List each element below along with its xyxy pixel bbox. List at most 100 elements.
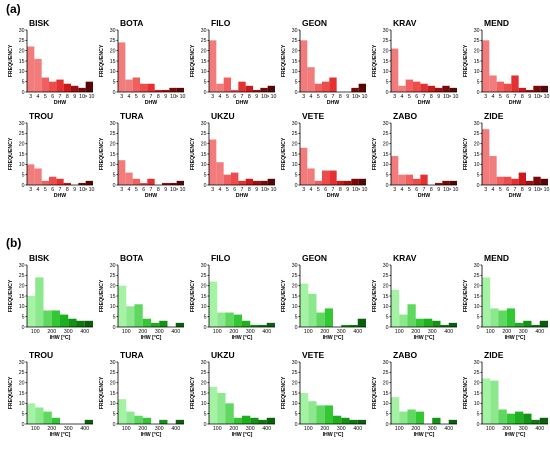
y-tick-label: 15 <box>201 59 207 65</box>
y-tick-label: 20 <box>383 141 389 147</box>
y-tick-label: 25 <box>474 273 480 279</box>
x-tick-label: 9 <box>346 187 349 193</box>
y-tick-label: 15 <box>383 294 389 300</box>
chart-title: TROU <box>29 111 53 121</box>
bar-250 <box>151 322 160 327</box>
bar->10 <box>85 180 93 185</box>
x-axis-label: DHW <box>236 100 248 106</box>
y-tick-label: 20 <box>110 48 116 54</box>
y-tick-label: 30 <box>110 121 116 127</box>
y-tick-label: 20 <box>110 141 116 147</box>
y-tick-label: 10 <box>383 401 389 407</box>
bar-8 <box>245 178 253 185</box>
y-tick-label: 5 <box>113 411 116 417</box>
bar-300 <box>159 320 168 327</box>
x-tick-label: 300 <box>337 329 346 335</box>
x-tick-label: 10 <box>261 187 267 193</box>
chart-krav-ihw: KRAV 100 200 300 400 0 5 10 15 20 25 30 IHW [°C] FREQ… <box>372 253 457 341</box>
x-tick-label: 400 <box>444 329 453 335</box>
x-axis-label: IHW [°C] <box>505 335 526 341</box>
x-tick-label: 5 <box>226 94 229 100</box>
x-tick-label: 5 <box>408 187 411 193</box>
x-tick-label: 400 <box>444 426 453 432</box>
x-tick-label: 200 <box>411 329 420 335</box>
y-tick-label: 25 <box>19 370 25 376</box>
bar-400 <box>357 318 366 327</box>
bar->10 <box>449 87 457 92</box>
bar-8 <box>427 85 435 92</box>
x-tick-label: 300 <box>428 426 437 432</box>
x-tick-label: 3 <box>302 187 305 193</box>
bar-9 <box>526 89 534 92</box>
x-tick-label: 10 <box>79 94 85 100</box>
bar-8 <box>245 85 253 92</box>
x-tick-label: 400 <box>535 329 544 335</box>
y-tick-label: 5 <box>386 172 389 178</box>
y-tick-label: 5 <box>295 314 298 320</box>
x-axis-label: DHW <box>418 193 430 199</box>
x-tick-label: 200 <box>502 426 511 432</box>
bar-5 <box>405 79 413 92</box>
bar-150 <box>43 411 52 424</box>
x-tick-label: 8 <box>66 94 69 100</box>
y-tick-label: 30 <box>19 360 25 366</box>
x-tick-label: 7 <box>423 187 426 193</box>
y-tick-label: 10 <box>110 401 116 407</box>
bar->10 <box>449 180 457 185</box>
x-tick-label: > 10 <box>448 94 458 100</box>
bar-6 <box>504 83 512 92</box>
y-tick-label: 15 <box>383 152 389 158</box>
y-tick-label: 10 <box>474 69 480 75</box>
x-tick-label: 400 <box>535 426 544 432</box>
x-tick-label: 8 <box>248 94 251 100</box>
y-axis-label: FREQUENCY <box>463 279 469 312</box>
y-tick-label: 30 <box>383 263 389 269</box>
x-tick-label: 7 <box>150 187 153 193</box>
bar-7 <box>56 178 64 185</box>
x-axis-label: IHW [°C] <box>323 335 344 341</box>
y-tick-label: 30 <box>110 263 116 269</box>
x-tick-label: 8 <box>66 187 69 193</box>
x-tick-label: 100 <box>213 329 222 335</box>
bar-150 <box>498 409 507 424</box>
y-axis-label: FREQUENCY <box>372 279 378 312</box>
x-tick-label: 300 <box>64 329 73 335</box>
x-tick-label: 8 <box>157 187 160 193</box>
y-tick-label: 20 <box>19 48 25 54</box>
x-tick-label: 3 <box>29 187 32 193</box>
bar-400 <box>539 320 548 327</box>
y-tick-label: 10 <box>474 304 480 310</box>
x-tick-label: 4 <box>401 94 404 100</box>
bar-200 <box>233 314 242 327</box>
x-tick-label: > 10 <box>175 187 185 193</box>
bar-50 <box>391 289 400 327</box>
x-tick-label: 8 <box>339 94 342 100</box>
bar-100 <box>399 411 408 424</box>
x-tick-label: 3 <box>29 94 32 100</box>
chart-bisk-ihw: BISK 100 200 300 400 0 5 10 15 20 25 30 IHW [°C] FREQ… <box>8 253 93 341</box>
x-tick-label: 200 <box>138 329 147 335</box>
chart-title: BISK <box>29 253 50 263</box>
y-tick-label: 10 <box>292 162 298 168</box>
chart-title: ZIDE <box>484 111 504 121</box>
y-tick-label: 15 <box>383 59 389 65</box>
bar-5 <box>41 77 49 92</box>
bar-200 <box>506 413 515 424</box>
bar-10 <box>260 180 268 185</box>
y-tick-label: 20 <box>19 283 25 289</box>
x-tick-label: 10 <box>170 94 176 100</box>
x-tick-label: 3 <box>484 187 487 193</box>
y-tick-label: 15 <box>110 59 116 65</box>
y-tick-label: 0 <box>295 90 298 96</box>
x-tick-label: 7 <box>332 187 335 193</box>
bar->10 <box>540 178 548 185</box>
chart-title: MEND <box>484 18 509 28</box>
y-tick-label: 10 <box>292 304 298 310</box>
y-tick-label: 0 <box>386 90 389 96</box>
y-tick-label: 10 <box>201 162 207 168</box>
bar-100 <box>308 293 317 327</box>
y-tick-label: 25 <box>383 370 389 376</box>
